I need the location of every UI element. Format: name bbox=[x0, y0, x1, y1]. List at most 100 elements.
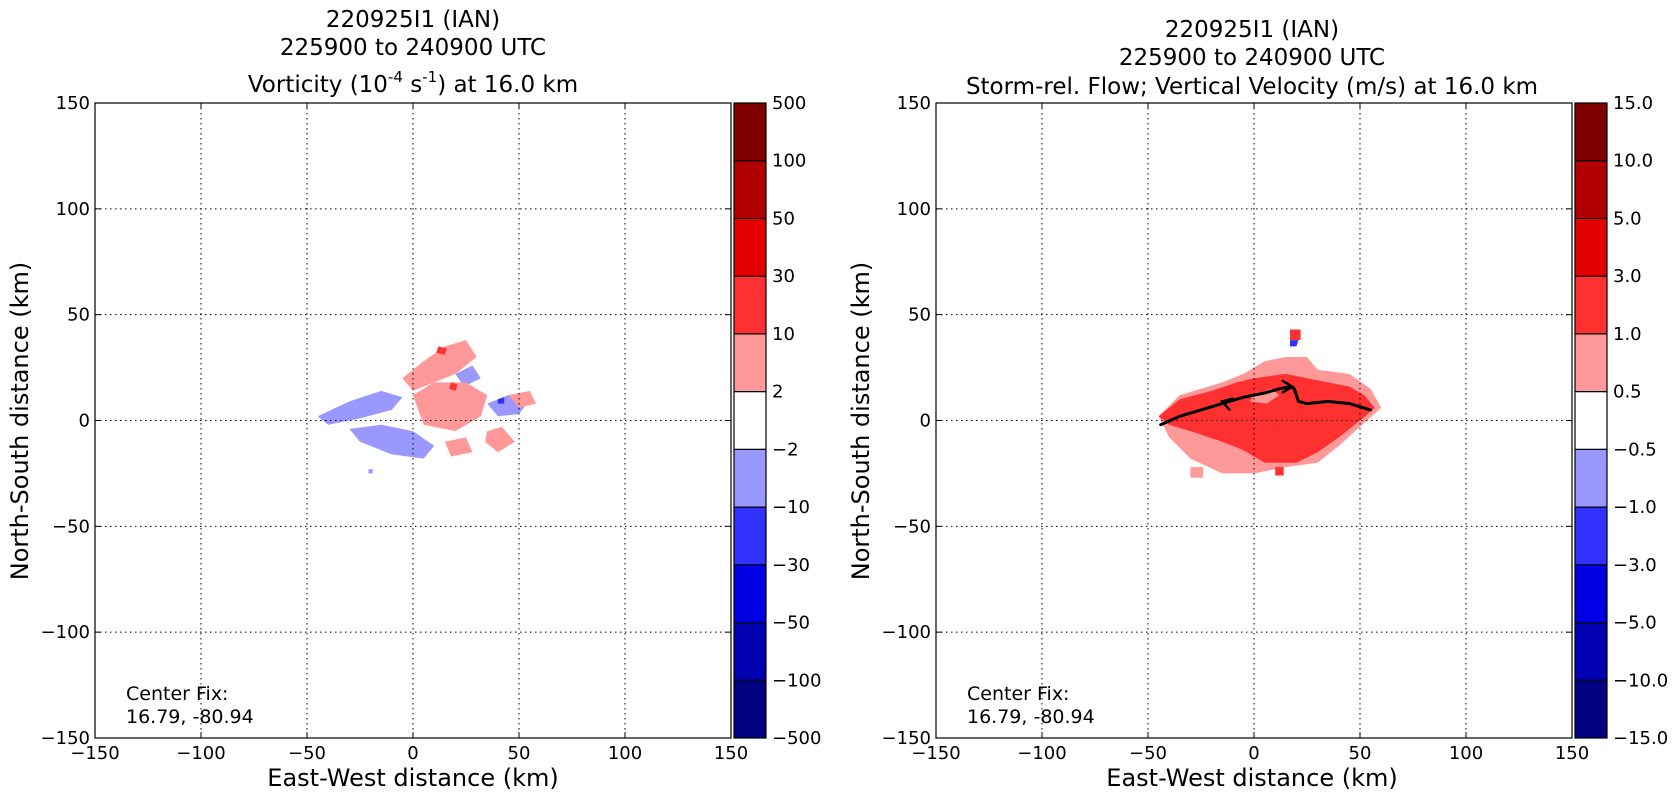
colorbar-segment bbox=[1575, 391, 1607, 450]
panel-title-line-2: 225900 to 240900 UTC bbox=[1119, 45, 1385, 71]
colorbar-segment bbox=[1575, 276, 1607, 334]
field-region bbox=[1290, 329, 1301, 341]
center-fix-value: 16.79, -80.94 bbox=[126, 706, 254, 728]
colorbar-tick-label: 50 bbox=[772, 208, 795, 229]
colorbar-segment bbox=[734, 276, 766, 334]
colorbar: 500 100 50 30 10 2 −2 −10 −30 −50 −100 −500 bbox=[733, 93, 821, 749]
y-axis-label: North-South distance (km) bbox=[6, 262, 34, 581]
colorbar-tick-label: 30 bbox=[772, 266, 795, 287]
vorticity-panel: 220925I1 (IAN) 225900 to 240900 UTC Vort… bbox=[6, 7, 821, 792]
field-region bbox=[349, 424, 435, 459]
panel-title-line-3: Storm-rel. Flow; Vertical Velocity (m/s)… bbox=[966, 74, 1538, 100]
y-tick-label: −50 bbox=[893, 516, 931, 537]
colorbar-tick-label: −2 bbox=[772, 439, 799, 460]
colorbar-tick-label: −15.0 bbox=[1613, 728, 1668, 749]
colorbar-tick-label: −1.0 bbox=[1613, 497, 1657, 518]
y-tick-label: −50 bbox=[52, 516, 90, 537]
colorbar-segment bbox=[734, 160, 766, 219]
y-tick-label: 0 bbox=[920, 411, 931, 432]
title-pre: Vorticity (10 bbox=[248, 72, 388, 98]
x-tick-label: −100 bbox=[1017, 743, 1066, 764]
center-fix-label: Center Fix: bbox=[967, 683, 1069, 705]
x-tick-label: 0 bbox=[407, 743, 418, 764]
panel-title-line-1: 220925I1 (IAN) bbox=[326, 7, 500, 33]
field-region bbox=[485, 426, 515, 453]
field-region bbox=[1190, 467, 1204, 478]
y-axis-label: North-South distance (km) bbox=[847, 262, 875, 581]
colorbar-segment bbox=[1575, 507, 1607, 565]
panel-title-line-2: 225900 to 240900 UTC bbox=[280, 35, 546, 61]
colorbar-tick-label: −500 bbox=[772, 728, 821, 749]
colorbar-tick-label: 0.5 bbox=[1613, 382, 1642, 403]
x-tick-label: −50 bbox=[288, 743, 326, 764]
field-region bbox=[449, 382, 458, 391]
x-tick-label: −100 bbox=[176, 743, 225, 764]
colorbar-tick-label: −5.0 bbox=[1613, 613, 1657, 634]
colorbar-segment bbox=[734, 391, 766, 450]
colorbar-tick-label: −0.5 bbox=[1613, 439, 1657, 460]
field-region bbox=[455, 365, 481, 387]
title-sup2: -1 bbox=[422, 68, 437, 86]
field-region bbox=[1290, 340, 1299, 347]
y-tick-label: 50 bbox=[908, 305, 931, 326]
colorbar-segment bbox=[734, 103, 766, 161]
colorbar-segment bbox=[734, 680, 766, 738]
y-tick-label: −100 bbox=[41, 622, 90, 643]
y-tick-label: −100 bbox=[882, 622, 931, 643]
title-post: ) at 16.0 km bbox=[437, 72, 578, 98]
x-tick-label: 0 bbox=[1248, 743, 1259, 764]
colorbar-segment bbox=[734, 622, 766, 681]
colorbar-tick-label: 15.0 bbox=[1613, 93, 1653, 114]
field-region bbox=[1275, 467, 1284, 476]
colorbar-tick-label: 1.0 bbox=[1613, 324, 1642, 345]
panel-title-line-3: Vorticity (10-4 s-1) at 16.0 km bbox=[248, 68, 578, 98]
x-axis-label: East-West distance (km) bbox=[1106, 764, 1397, 792]
colorbar-segment bbox=[734, 564, 766, 623]
colorbar-segment bbox=[734, 449, 766, 508]
colorbar-segment bbox=[1575, 449, 1607, 508]
colorbar-tick-label: −100 bbox=[772, 670, 821, 691]
colorbar-tick-label: 3.0 bbox=[1613, 266, 1642, 287]
x-tick-label: 50 bbox=[508, 743, 531, 764]
y-tick-label: 150 bbox=[897, 93, 931, 114]
colorbar-segment bbox=[1575, 564, 1607, 623]
x-tick-label: −150 bbox=[70, 743, 119, 764]
x-tick-label: 100 bbox=[608, 743, 642, 764]
y-tick-label: 150 bbox=[56, 93, 90, 114]
colorbar-frame bbox=[1574, 102, 1608, 739]
colorbar-tick-label: −30 bbox=[772, 555, 810, 576]
panel-title-line-1: 220925I1 (IAN) bbox=[1165, 17, 1339, 43]
center-fix-label: Center Fix: bbox=[126, 683, 228, 705]
colorbar-tick-label: 5.0 bbox=[1613, 208, 1642, 229]
field-region bbox=[1249, 388, 1280, 404]
field-region bbox=[1158, 373, 1375, 463]
streamline-arrow bbox=[1281, 379, 1295, 394]
field-region bbox=[436, 346, 447, 355]
title-sup1: -4 bbox=[388, 68, 403, 86]
colorbar-tick-label: 2 bbox=[772, 382, 783, 403]
y-tick-label: 0 bbox=[79, 411, 90, 432]
field-region bbox=[508, 390, 536, 408]
plot-area: −150 −100 −50 0 50 100 150 −150 −100 −50 0 50 100 150 bbox=[41, 93, 749, 764]
x-tick-label: 100 bbox=[1449, 743, 1483, 764]
field-region bbox=[317, 390, 403, 425]
field-region bbox=[444, 437, 473, 457]
colorbar-tick-label: −3.0 bbox=[1613, 555, 1657, 576]
field-region bbox=[413, 382, 488, 432]
colorbar-tick-label: 500 bbox=[772, 93, 806, 114]
colorbar-segment bbox=[1575, 218, 1607, 277]
colorbar-segment bbox=[1575, 160, 1607, 219]
colorbar-tick-label: −10.0 bbox=[1613, 670, 1668, 691]
y-tick-label: 50 bbox=[67, 305, 90, 326]
colorbar-segment bbox=[734, 507, 766, 565]
x-tick-label: 50 bbox=[1349, 743, 1372, 764]
colorbar-segment bbox=[1575, 680, 1607, 738]
x-tick-label: 150 bbox=[1555, 743, 1589, 764]
colorbar-frame bbox=[733, 102, 767, 739]
colorbar-segment bbox=[1575, 333, 1607, 392]
y-tick-label: −150 bbox=[41, 728, 90, 749]
field-region bbox=[402, 340, 477, 391]
colorbar-tick-label: 10.0 bbox=[1613, 151, 1653, 172]
field-region bbox=[368, 469, 373, 474]
